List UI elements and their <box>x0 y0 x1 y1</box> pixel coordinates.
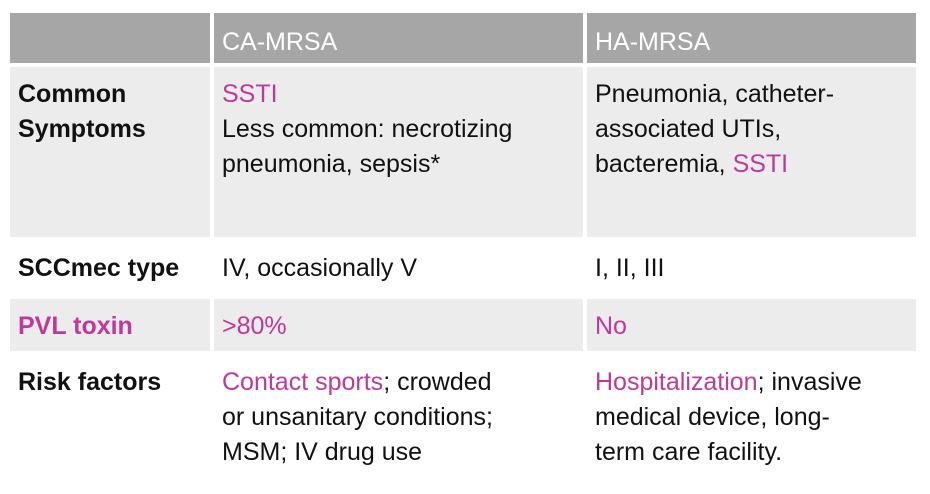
highlight-text: SSTI <box>222 80 278 108</box>
row-label-pvl-toxin: PVL toxin <box>10 299 214 351</box>
cell-text-line: MSM; IV drug use <box>222 438 423 466</box>
table-row-sccmec-type: SCCmec type IV, occasionally V I, II, II… <box>10 241 916 299</box>
cell-ca-risk: Contact sports; crowded or unsanitary co… <box>214 355 587 485</box>
cell-ca-symptoms: SSTI Less common: necrotizing pneumonia,… <box>214 67 587 237</box>
cell-text-line: associated UTIs, <box>595 115 782 143</box>
cell-ca-sccmec: IV, occasionally V <box>214 241 587 295</box>
cell-ha-pvl: No <box>587 299 916 351</box>
cell-ha-risk: Hospitalization; invasive medical device… <box>587 355 916 485</box>
cell-text: ; crowded <box>383 368 492 396</box>
header-cell-ca-mrsa: CA-MRSA <box>214 13 587 63</box>
comparison-table: CA-MRSA HA-MRSA Common Symptoms SSTI Les… <box>10 13 916 485</box>
table-header-row: CA-MRSA HA-MRSA <box>10 13 916 67</box>
cell-ha-symptoms: Pneumonia, catheter- associated UTIs, ba… <box>587 67 916 237</box>
row-label-common-symptoms: Common Symptoms <box>10 67 214 237</box>
header-cell-empty <box>10 13 214 63</box>
cell-text-line: Contact sports; crowded <box>222 365 575 400</box>
cell-ca-pvl: >80% <box>214 299 587 351</box>
row-label-risk-factors: Risk factors <box>10 355 214 485</box>
highlight-text: Hospitalization <box>595 368 758 396</box>
cell-text: bacteremia, <box>595 150 733 178</box>
highlight-text: Contact sports <box>222 368 384 396</box>
table-row-common-symptoms: Common Symptoms SSTI Less common: necrot… <box>10 67 916 241</box>
cell-text-line: Hospitalization; invasive <box>595 365 908 400</box>
row-label-line: Symptoms <box>18 115 146 143</box>
header-cell-ha-mrsa: HA-MRSA <box>587 13 916 63</box>
cell-text-line: Less common: necrotizing <box>222 115 513 143</box>
highlight-text: SSTI <box>732 150 789 178</box>
cell-ha-sccmec: I, II, III <box>587 241 916 295</box>
cell-text-line: Pneumonia, catheter- <box>595 80 835 108</box>
cell-text: ; invasive <box>757 368 862 396</box>
cell-text-line: or unsanitary conditions; <box>222 403 493 431</box>
row-label-sccmec-type: SCCmec type <box>10 241 214 295</box>
cell-text-line: term care facility. <box>595 438 783 466</box>
cell-text-line: pneumonia, sepsis* <box>222 150 441 178</box>
cell-text-line: bacteremia, SSTI <box>595 147 908 182</box>
table-row-pvl-toxin: PVL toxin >80% No <box>10 299 916 355</box>
table-row-risk-factors: Risk factors Contact sports; crowded or … <box>10 355 916 485</box>
row-label-line: Common <box>18 80 127 108</box>
cell-text-line: medical device, long- <box>595 403 830 431</box>
